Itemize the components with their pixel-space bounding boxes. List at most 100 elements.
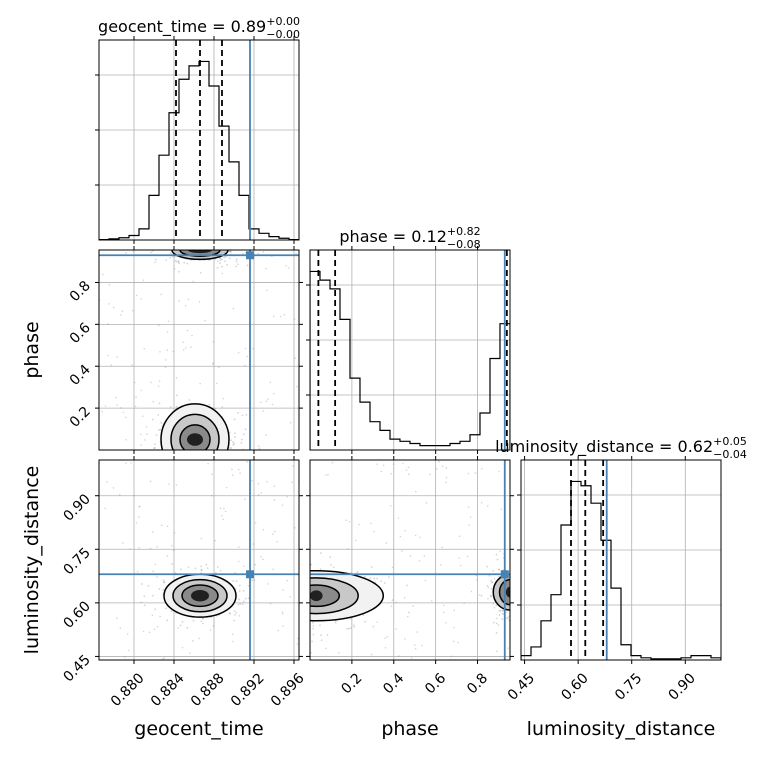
sample-point	[347, 548, 349, 550]
sample-point	[158, 324, 160, 327]
sample-point	[171, 238, 173, 240]
sample-point	[112, 306, 115, 309]
sample-point	[386, 635, 389, 638]
sample-point	[409, 555, 412, 557]
sample-point	[181, 248, 183, 250]
sample-point	[320, 634, 322, 637]
sample-point	[172, 455, 174, 457]
sample-point	[257, 445, 260, 447]
sample-point	[246, 461, 248, 463]
sample-point	[216, 566, 219, 568]
sample-point	[193, 248, 195, 250]
sample-point	[517, 574, 519, 576]
sample-point	[140, 298, 142, 300]
sample-point	[155, 434, 158, 436]
sample-point	[517, 576, 519, 578]
sample-point	[346, 627, 349, 630]
sample-point	[209, 243, 211, 245]
sample-point	[277, 632, 279, 634]
sample-point	[188, 453, 190, 455]
sample-point	[157, 457, 159, 459]
sample-point	[143, 347, 146, 350]
panel-2-1: 0.2 0.4 0.6 0.8	[261, 456, 538, 697]
sample-point	[459, 564, 462, 567]
sample-point	[141, 583, 143, 585]
sample-point	[516, 601, 518, 603]
sample-point	[205, 456, 207, 458]
sample-point	[194, 567, 197, 570]
plot-area	[310, 250, 510, 450]
sample-point	[280, 568, 282, 570]
sample-point	[125, 438, 127, 441]
sample-point	[513, 588, 515, 590]
sample-point	[230, 439, 233, 442]
sample-point	[269, 381, 272, 384]
sample-point	[279, 592, 281, 594]
sample-point	[536, 620, 538, 622]
sample-point	[279, 315, 282, 318]
sample-point	[219, 259, 222, 262]
sample-point	[453, 609, 456, 612]
sample-point	[179, 624, 182, 627]
sample-point	[280, 552, 282, 554]
sample-point	[303, 595, 305, 597]
sample-point	[238, 546, 240, 548]
sample-point	[414, 534, 417, 537]
sample-point	[467, 472, 470, 475]
sample-point	[276, 540, 278, 543]
sample-point	[272, 568, 274, 571]
sample-point	[267, 570, 269, 572]
sample-point	[282, 632, 284, 634]
sample-point	[513, 582, 515, 584]
sample-point	[511, 600, 513, 602]
sample-point	[133, 381, 136, 384]
sample-point	[373, 577, 375, 580]
sample-point	[500, 508, 503, 511]
sample-point	[166, 451, 168, 453]
sample-point	[326, 633, 329, 636]
sample-point	[403, 596, 406, 599]
sample-point	[204, 457, 206, 459]
sample-point	[297, 637, 299, 640]
sample-point	[501, 609, 504, 612]
sample-point	[196, 462, 198, 464]
sample-point	[205, 470, 207, 472]
sample-point	[145, 425, 148, 428]
sample-point	[204, 243, 206, 245]
sample-point	[186, 626, 189, 629]
sample-point	[288, 605, 290, 607]
sample-point	[424, 579, 427, 582]
sample-point	[221, 265, 223, 268]
sample-point	[212, 229, 214, 231]
sample-point	[354, 539, 357, 542]
sample-point	[498, 568, 501, 571]
sample-point	[237, 468, 240, 471]
sample-point	[370, 653, 373, 656]
x-tick-label: 0.880	[108, 670, 148, 710]
sample-point	[163, 581, 166, 583]
sample-point	[349, 617, 352, 620]
sample-point	[518, 590, 520, 592]
contour-level	[310, 584, 341, 608]
y-tick-label: 0.60	[60, 598, 93, 631]
sample-point	[376, 577, 378, 580]
sample-point	[151, 594, 154, 597]
sample-point	[233, 619, 236, 622]
sample-point	[515, 585, 517, 587]
panel-2-0: 0.880 0.884 0.888 0.892 0.896 0.45 0.60 0.75 0.9…	[60, 456, 308, 710]
sample-point	[495, 604, 498, 607]
sample-point	[221, 272, 224, 275]
sample-point	[159, 350, 161, 353]
sample-point	[241, 252, 244, 255]
sample-point	[261, 581, 263, 583]
sample-point	[141, 236, 143, 238]
sample-point	[125, 462, 127, 464]
sample-point	[156, 576, 159, 578]
sample-point	[168, 483, 170, 485]
sample-point	[162, 657, 164, 660]
x-tick-label: 0.892	[228, 670, 268, 710]
sample-point	[188, 456, 190, 458]
sample-point	[184, 247, 186, 249]
sample-point	[278, 605, 280, 607]
sample-point	[290, 618, 292, 620]
